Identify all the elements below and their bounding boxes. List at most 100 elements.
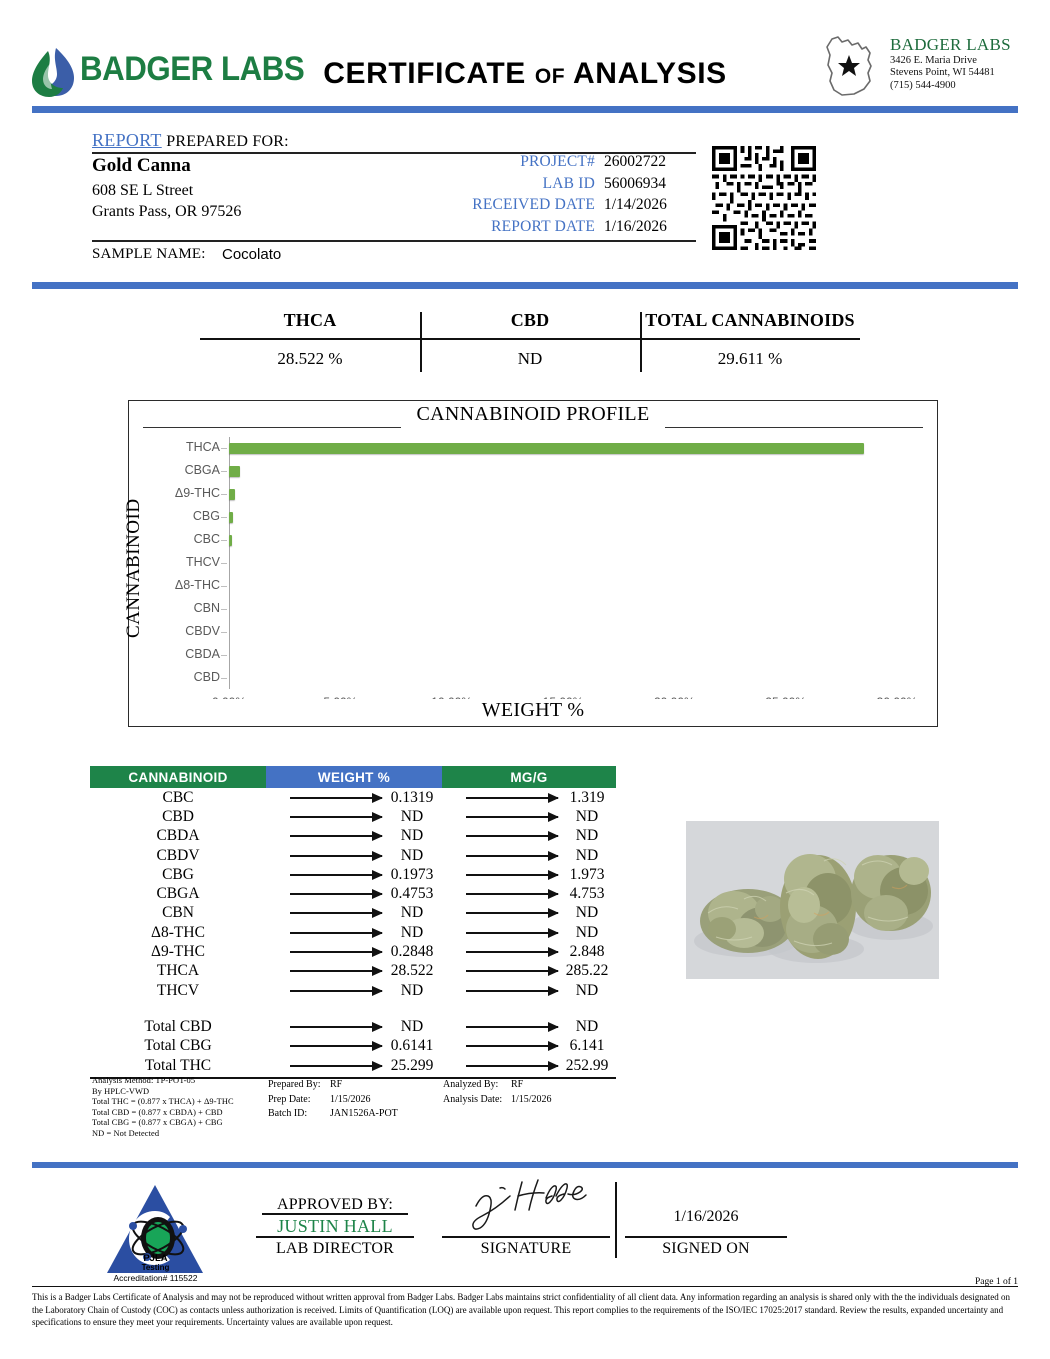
- arrow-icon: [290, 1060, 383, 1071]
- total-row: Total THC 25.299 252.99: [90, 1056, 616, 1075]
- mgg-value-cbd: ND: [575, 807, 599, 825]
- weight-value-cbc: 0.1319: [390, 788, 434, 806]
- results-rows: CBC 0.1319 1.319 CBD ND ND CBDA ND ND CBDV ND ND CBG…: [90, 788, 616, 1000]
- batch-id-value: JAN1526A-POT: [330, 1108, 398, 1119]
- arrow-icon: [466, 1021, 559, 1032]
- analyte-name-totalcbd: Total CBD: [144, 1017, 212, 1035]
- qr-code[interactable]: [712, 146, 816, 250]
- chart-title: CANNABINOID PROFILE: [129, 403, 937, 426]
- analyte-name-totalthc: Total THC: [144, 1056, 212, 1074]
- arrow-icon: [290, 811, 383, 822]
- chart-bar-9thc: [229, 488, 236, 500]
- signed-on-rule: [625, 1236, 787, 1238]
- analyte-name-cbn: CBN: [162, 904, 194, 922]
- results-table-header: CANNABINOID WEIGHT % MG/G: [90, 766, 616, 788]
- signature-label: SIGNATURE: [480, 1240, 572, 1257]
- chart-tick: [221, 563, 227, 564]
- chart-category-8thc: Δ8-THC: [174, 577, 220, 592]
- col-header-cannabinoid: CANNABINOID: [90, 766, 266, 788]
- pjla-accreditation-logo: [103, 1181, 208, 1281]
- prepared-for-label: PREPARED FOR:: [166, 133, 289, 150]
- mgg-value-cbn: ND: [575, 904, 599, 922]
- arrow-icon: [466, 966, 559, 977]
- mgg-value-cbda: ND: [575, 827, 599, 845]
- divider-summary: [32, 282, 1018, 289]
- footer-rule: [32, 1286, 1018, 1288]
- sample-photo: [686, 821, 939, 979]
- title-of: OF: [534, 65, 566, 88]
- mgg-value-totalcbd: ND: [575, 1017, 599, 1035]
- weight-value-9thc: 0.2848: [390, 943, 434, 961]
- analyzed-by-label: Analyzed By:: [443, 1079, 499, 1090]
- summary-value-thca: 28.522 %: [277, 349, 343, 368]
- client-name: Gold Canna: [92, 155, 191, 176]
- arrow-icon: [290, 908, 383, 919]
- results-table: CANNABINOID WEIGHT % MG/G CBC 0.1319 1.319…: [90, 766, 616, 1079]
- chart-tick: [221, 677, 227, 679]
- analysis-date-value: 1/15/2026: [511, 1093, 552, 1105]
- title-analysis: ANALYSIS: [573, 57, 727, 90]
- approved-by-rule-bottom: [256, 1236, 414, 1238]
- chart-tick: [221, 494, 227, 496]
- arrow-icon: [290, 792, 383, 803]
- chart-category-cbda: CBDA: [185, 646, 220, 661]
- analyte-name-cbda: CBDA: [156, 827, 200, 845]
- summary-rule: [200, 338, 860, 340]
- table-row: CBN ND ND: [90, 904, 616, 923]
- arrow-icon: [466, 947, 559, 958]
- mgg-value-totalthc: 252.99: [565, 1056, 609, 1074]
- summary-divider-2: [640, 312, 642, 372]
- mgg-value-cbg: 1.973: [569, 865, 605, 883]
- weight-value-cbd: ND: [400, 807, 424, 825]
- analyte-name-cbg: CBG: [162, 865, 194, 883]
- arrow-icon: [290, 947, 383, 958]
- summary-header-cbd: CBD: [510, 310, 550, 330]
- analyzed-by-row: Analyzed By: RF: [443, 1078, 552, 1093]
- divider-top: [32, 106, 1018, 113]
- arrow-icon: [290, 1021, 383, 1032]
- batch-id-row: Batch ID: JAN1526A-POT: [268, 1107, 398, 1122]
- summary-header-total: TOTAL CANNABINOIDS: [645, 310, 855, 330]
- badger-labs-logo-icon: [26, 45, 78, 99]
- results-spacer: [90, 1000, 616, 1017]
- meta-value-report-date: 1/16/2026: [604, 217, 667, 235]
- mgg-value-cbc: 1.319: [569, 788, 605, 806]
- meta-value-project: 26002722: [604, 153, 666, 170]
- meta-key-received-date: RECEIVED DATE: [472, 196, 595, 213]
- weight-value-thcv: ND: [400, 981, 424, 999]
- weight-value-cbg: 0.1973: [390, 865, 434, 883]
- weight-value-cbga: 0.4753: [390, 885, 434, 903]
- analyzed-by-value: RF: [511, 1079, 524, 1090]
- method-footnotes: Analysis Method: TP-POT-05 By HPLC-VWD T…: [92, 1076, 234, 1140]
- page-header: BADGER LABS CERTIFICATE OF ANALYSIS BADG…: [0, 0, 1050, 104]
- analyte-name-8thc: Δ8-THC: [151, 923, 205, 941]
- analysis-info: Analyzed By: RF Analysis Date: 1/15/2026: [443, 1078, 552, 1107]
- chart-category-cbdv: CBDV: [185, 623, 220, 638]
- chart-bar-cbg: [229, 511, 234, 523]
- prepared-by-label: Prepared By:: [268, 1079, 321, 1090]
- signed-on-date: 1/16/2026: [673, 1208, 739, 1225]
- page-number: Page 1 of 1: [974, 1277, 1018, 1287]
- chart-bar-thca: [229, 442, 865, 454]
- chart-plot-area: THCA CBGA Δ9-THC CBG CBC THCV Δ8-THC CBN CBDV CBD…: [175, 437, 917, 709]
- analyte-name-cbd: CBD: [162, 807, 194, 825]
- arrow-icon: [466, 927, 559, 938]
- arrow-icon: [466, 889, 559, 900]
- signed-on-label: SIGNED ON: [662, 1240, 750, 1257]
- chart-category-cbc: CBC: [193, 532, 220, 547]
- lab-director-label: LAB DIRECTOR: [275, 1240, 395, 1257]
- lab-name: BADGER LABS: [890, 35, 1011, 54]
- meta-row-lab-id: LAB ID 56006934: [400, 175, 696, 197]
- weight-value-totalcbg: 0.6141: [390, 1037, 434, 1055]
- table-row: THCV ND ND: [90, 981, 616, 1000]
- chart-tick: [221, 517, 227, 519]
- sample-name-value: Cocolato: [222, 246, 282, 263]
- title-certificate: CERTIFICATE: [323, 57, 526, 90]
- chart-tick: [221, 448, 227, 450]
- sample-name-label: SAMPLE NAME:: [92, 246, 206, 262]
- table-row: CBC 0.1319 1.319: [90, 788, 616, 807]
- chart-tick: [221, 585, 227, 587]
- mgg-value-totalcbg: 6.141: [569, 1037, 605, 1055]
- col-header-weight: WEIGHT %: [266, 766, 442, 788]
- divider-approval: [32, 1162, 1018, 1168]
